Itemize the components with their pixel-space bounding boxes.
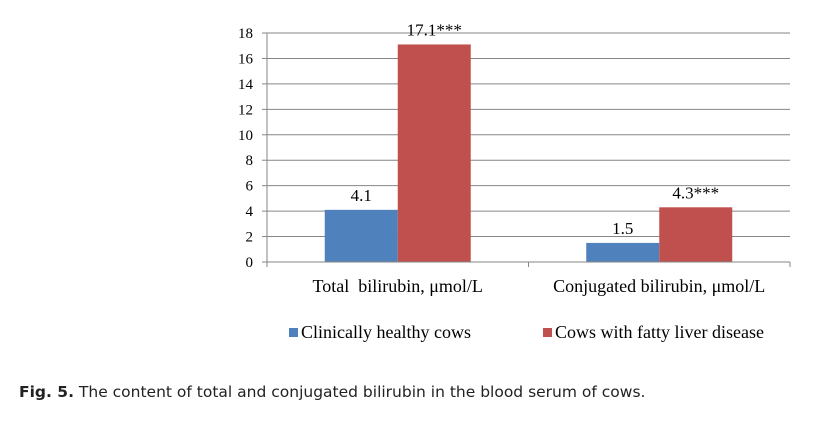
- legend-label: Cows with fatty liver disease: [555, 322, 764, 342]
- legend: Clinically healthy cows Cows with fatty l…: [289, 322, 764, 342]
- y-tick-label: 0: [246, 255, 254, 271]
- legend-label: Clinically healthy cows: [301, 322, 471, 342]
- x-category-label: Conjugated bilirubin, μmol/L: [553, 276, 765, 296]
- bar: [397, 44, 471, 263]
- y-tick-label: 18: [238, 26, 253, 42]
- data-label: 4.1: [351, 186, 372, 205]
- gridlines: [267, 32, 790, 238]
- y-tick-label: 10: [238, 128, 253, 144]
- caption-label: Fig. 5.: [19, 383, 74, 401]
- y-tick-label: 8: [246, 153, 254, 169]
- x-axis: Total bilirubin, μmol/L Conjugated biliru…: [266, 261, 791, 296]
- x-category-label: Total bilirubin, μmol/L: [313, 276, 483, 296]
- data-label: 17.1***: [407, 20, 462, 39]
- data-labels: 4.1 1.5 17.1*** 4.3***: [351, 20, 720, 237]
- y-axis: 0 2 4 6 8 10 12 14 16 18: [238, 26, 268, 271]
- y-tick-label: 4: [246, 204, 254, 220]
- legend-swatch: [543, 328, 552, 337]
- bars: [324, 44, 733, 263]
- y-tick-label: 16: [238, 51, 254, 67]
- data-label: 4.3***: [672, 183, 719, 202]
- y-tick-label: 2: [246, 230, 254, 246]
- bar: [659, 207, 733, 262]
- y-tick-label: 12: [238, 102, 253, 118]
- caption-text: The content of total and conjugated bili…: [73, 383, 646, 401]
- bar: [586, 242, 660, 262]
- legend-swatch: [289, 328, 298, 337]
- figure-caption: Fig. 5. The content of total and conjuga…: [19, 383, 645, 401]
- data-label: 1.5: [612, 219, 633, 238]
- bar: [324, 209, 398, 262]
- y-tick-label: 6: [246, 179, 254, 195]
- y-tick-label: 14: [238, 77, 254, 93]
